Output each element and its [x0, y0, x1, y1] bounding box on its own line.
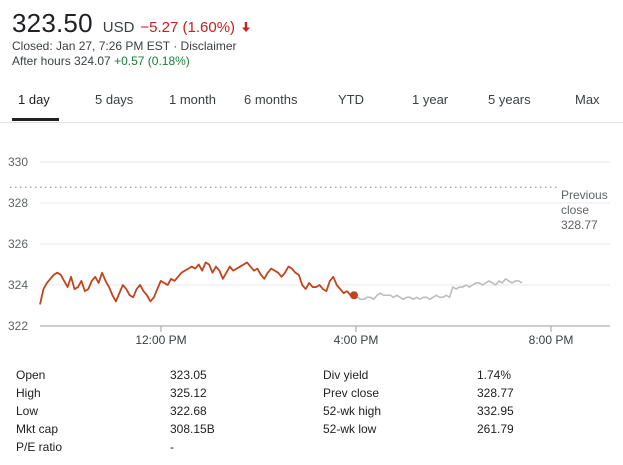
previous-close-label: 328.77 [561, 218, 598, 232]
quote-header: 323.50 USD −5.27 (1.60%) Closed: Jan 27,… [12, 8, 251, 69]
previous-close-label: close [561, 203, 589, 217]
after-hours-info: After hours 324.07 +0.57 (0.18%) [12, 54, 251, 69]
tab-1-month[interactable]: 1 month [169, 92, 216, 107]
current-price: 323.50 [12, 8, 93, 38]
currency: USD [102, 19, 135, 36]
price-chart[interactable]: 322 324 326 328 330 12:00 PM 4:00 PM 8:00 PM Pre… [0, 140, 623, 355]
stat-value: 1.74% [477, 368, 512, 382]
stat-label: 52-wk low [323, 422, 377, 436]
stat-row: Open 323.05 Div yield 1.74% [16, 368, 616, 386]
stat-row: High 325.12 Prev close 328.77 [16, 386, 616, 404]
stat-value: 325.12 [170, 386, 207, 400]
price-row: 323.50 USD −5.27 (1.60%) [12, 8, 251, 39]
stat-row: Low 322.68 52-wk high 332.95 [16, 404, 616, 422]
active-tab-indicator [12, 118, 59, 121]
stat-label: 52-wk high [323, 404, 382, 418]
stat-value: 322.68 [170, 404, 207, 418]
after-hours-line [353, 278, 523, 301]
tab-5-years[interactable]: 5 years [488, 92, 531, 107]
x-tick-label: 12:00 PM [135, 333, 186, 347]
stat-label: High [16, 386, 41, 400]
stat-label: Div yield [323, 368, 369, 382]
stat-value: 332.95 [477, 404, 514, 418]
stats-table: Open 323.05 Div yield 1.74% High 325.12 Prev c… [16, 368, 616, 458]
stat-label: Prev close [323, 386, 380, 400]
tab-max[interactable]: Max [575, 92, 600, 107]
range-tabs: 1 day 5 days 1 month 6 months YTD 1 year… [0, 82, 623, 123]
x-tick-label: 4:00 PM [334, 333, 379, 347]
stat-row: Mkt cap 308.15B 52-wk low 261.79 [16, 422, 616, 440]
tab-5-days[interactable]: 5 days [95, 92, 134, 107]
stat-value: - [170, 440, 174, 454]
stat-row: P/E ratio - [16, 440, 616, 458]
stat-value: 323.05 [170, 368, 207, 382]
price-change: −5.27 (1.60%) [140, 19, 236, 36]
regular-session-line [39, 261, 354, 305]
stat-value: 261.79 [477, 422, 514, 436]
stat-value: 308.15B [170, 422, 215, 436]
previous-close-label: Previous [561, 188, 608, 202]
y-tick-label: 324 [8, 278, 28, 292]
after-hours-change: +0.57 (0.18%) [114, 54, 190, 68]
x-tick-label: 8:00 PM [529, 333, 574, 347]
close-point-marker [350, 291, 358, 300]
stat-value: 328.77 [477, 386, 514, 400]
tab-1-year[interactable]: 1 year [412, 92, 449, 107]
arrow-down-icon [242, 22, 251, 32]
y-tick-label: 322 [8, 319, 28, 333]
stat-label: P/E ratio [16, 440, 63, 454]
tab-6-months[interactable]: 6 months [244, 92, 298, 107]
stat-label: Low [16, 404, 39, 418]
stat-label: Open [16, 368, 46, 382]
stat-label: Mkt cap [16, 422, 59, 436]
closed-info: Closed: Jan 27, 7:26 PM EST · Disclaimer [12, 39, 237, 53]
y-tick-label: 330 [8, 155, 28, 169]
tab-ytd[interactable]: YTD [338, 92, 364, 107]
y-tick-label: 328 [8, 196, 28, 210]
tab-1-day[interactable]: 1 day [18, 92, 50, 107]
after-hours-label: After hours 324.07 [12, 54, 111, 68]
y-tick-label: 326 [8, 237, 28, 251]
